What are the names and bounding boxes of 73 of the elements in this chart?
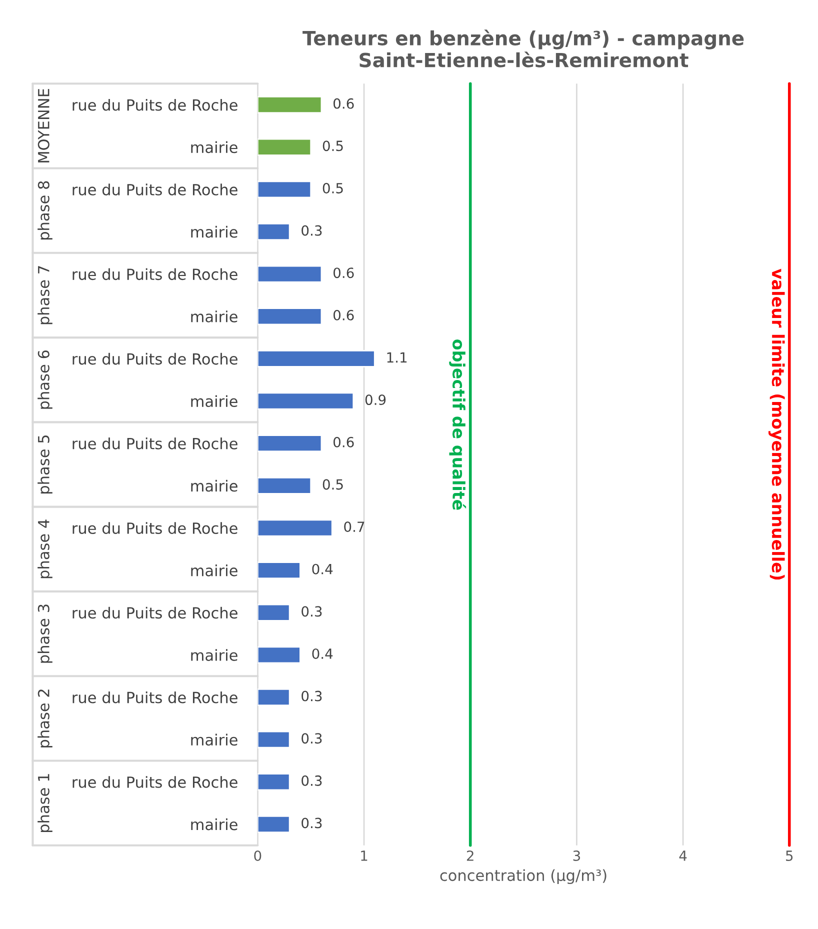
data-label: 0.3	[302, 775, 322, 786]
text: phase 5	[38, 435, 52, 494]
bar	[258, 646, 301, 664]
bar	[258, 223, 290, 240]
y-tick-label: mairie	[191, 395, 238, 408]
data-label: 0.3	[302, 606, 322, 617]
text: phase 3	[38, 604, 52, 663]
data-label: 0.6	[334, 268, 354, 278]
y-tick-label: rue du Puits de Roche	[72, 606, 238, 619]
data-label: 0.6	[334, 310, 354, 320]
y-tick-label: mairie	[191, 310, 238, 322]
bar	[258, 688, 290, 706]
x-tick-label: 5	[786, 850, 793, 861]
bar	[258, 350, 376, 368]
bar	[258, 138, 312, 156]
x-tick-label: 3	[573, 850, 580, 861]
bar	[258, 562, 301, 580]
bar	[258, 96, 322, 114]
bar	[258, 815, 290, 833]
data-label: 0.6	[334, 436, 354, 448]
text: phase 8	[38, 181, 52, 240]
y-tick-label: mairie	[191, 734, 238, 746]
y-tick-label: rue du Puits de Roche	[72, 268, 238, 280]
text: phase 2	[38, 690, 52, 748]
text: phase 1	[38, 774, 52, 832]
bar	[258, 392, 354, 410]
x-tick-label: 1	[361, 850, 368, 861]
data-label: 0.5	[322, 182, 343, 194]
y-tick-label: mairie	[191, 564, 238, 576]
bar	[258, 308, 322, 326]
chart-title: Teneurs en benzène (µg/m³) - campagne Saint-Etienne-lès-Remiremont	[302, 30, 744, 68]
ref-line-label: objectif de qualité	[449, 340, 466, 510]
data-label: 0.3	[302, 225, 322, 236]
data-label: 1.1	[387, 352, 407, 363]
y-tick-label: mairie	[191, 141, 238, 154]
bar	[258, 434, 322, 452]
x-axis-title: concentration (µg/m³)	[440, 869, 606, 884]
bar	[258, 519, 333, 537]
x-tick-label: 2	[466, 850, 474, 861]
ref-line-label: valeur limite (moyenne annuelle)	[768, 268, 785, 580]
data-label: 0.5	[322, 140, 343, 152]
text: MOYENNE	[38, 88, 50, 162]
data-label: 0.9	[365, 394, 386, 406]
data-label: 0.4	[312, 648, 333, 659]
bar	[258, 265, 322, 283]
text: phase 7	[38, 266, 52, 324]
y-tick-label: rue du Puits de Roche	[72, 691, 238, 704]
data-label: 0.3	[302, 733, 322, 744]
data-label: 0.3	[302, 690, 322, 702]
y-tick-label: mairie	[191, 480, 238, 492]
y-tick-label: mairie	[191, 649, 238, 661]
data-label: 0.4	[312, 564, 333, 574]
y-tick-label: rue du Puits de Roche	[72, 522, 238, 534]
x-tick-label: 0	[254, 850, 262, 861]
bar	[258, 604, 290, 622]
bar	[258, 476, 312, 494]
y-tick-label: rue du Puits de Roche	[72, 184, 238, 196]
bar	[258, 730, 290, 748]
x-tick-label: 4	[679, 850, 687, 861]
data-label: 0.5	[322, 479, 343, 490]
y-tick-label: rue du Puits de Roche	[72, 776, 238, 788]
y-tick-label: rue du Puits de Roche	[72, 98, 238, 111]
y-tick-label: mairie	[191, 818, 238, 830]
bar	[258, 180, 312, 198]
y-tick-label: rue du Puits de Roche	[72, 438, 238, 450]
bar	[258, 773, 290, 791]
y-tick-label: mairie	[191, 226, 238, 238]
y-tick-label: rue du Puits de Roche	[72, 352, 238, 365]
data-label: 0.7	[344, 522, 364, 532]
text: phase 6	[38, 350, 52, 409]
data-label: 0.6	[334, 98, 354, 109]
text: phase 4	[38, 520, 52, 578]
data-label: 0.3	[302, 818, 322, 828]
